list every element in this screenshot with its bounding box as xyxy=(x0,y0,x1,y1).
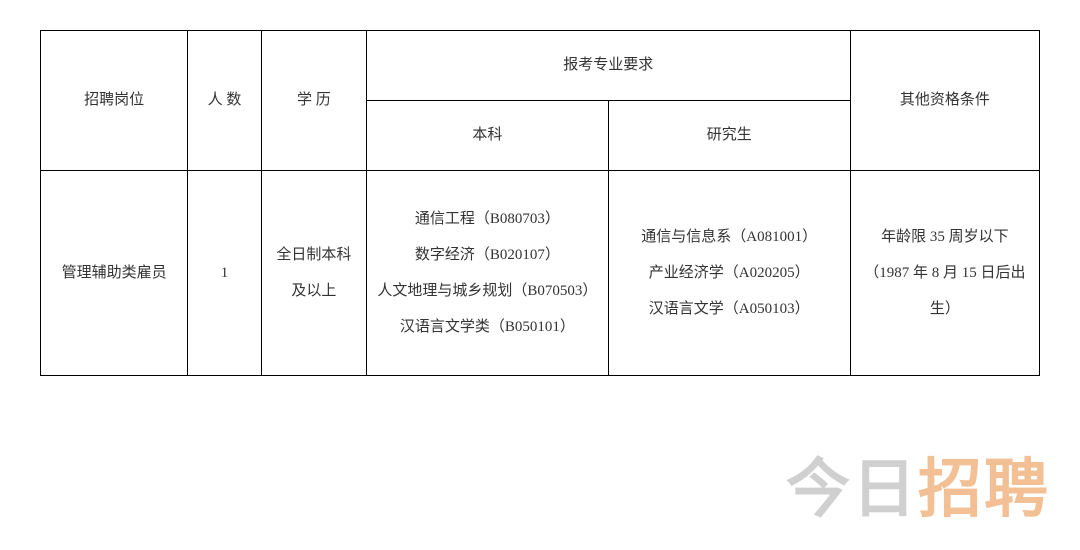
cell-education: 全日制本科及以上 xyxy=(261,171,366,376)
header-count: 人 数 xyxy=(188,31,262,171)
cell-count: 1 xyxy=(188,171,262,376)
watermark: 今日招聘 xyxy=(786,438,1050,530)
cell-position: 管理辅助类雇员 xyxy=(41,171,188,376)
header-position: 招聘岗位 xyxy=(41,31,188,171)
header-major-req: 报考专业要求 xyxy=(366,31,850,101)
recruitment-table: 招聘岗位 人 数 学 历 报考专业要求 其他资格条件 本科 研究生 管理辅助类雇… xyxy=(40,30,1040,376)
header-undergrad: 本科 xyxy=(366,101,608,171)
table-row: 管理辅助类雇员 1 全日制本科及以上 通信工程（B080703） 数字经济（B0… xyxy=(41,171,1040,376)
header-grad: 研究生 xyxy=(608,101,850,171)
cell-other: 年龄限 35 周岁以下（1987 年 8 月 15 日后出生） xyxy=(850,171,1039,376)
header-other: 其他资格条件 xyxy=(850,31,1039,171)
watermark-part2: 招聘 xyxy=(918,453,1050,525)
table-header-row-1: 招聘岗位 人 数 学 历 报考专业要求 其他资格条件 xyxy=(41,31,1040,101)
header-education: 学 历 xyxy=(261,31,366,171)
watermark-part1: 今日 xyxy=(786,453,918,525)
cell-grad: 通信与信息系（A081001） 产业经济学（A020205） 汉语言文学（A05… xyxy=(608,171,850,376)
cell-undergrad: 通信工程（B080703） 数字经济（B020107） 人文地理与城乡规划（B0… xyxy=(366,171,608,376)
